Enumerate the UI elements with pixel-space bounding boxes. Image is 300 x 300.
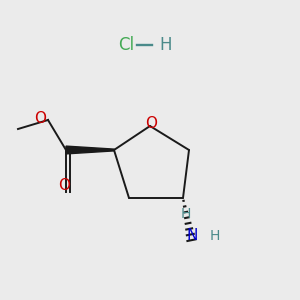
Text: H: H xyxy=(181,206,191,220)
Text: O: O xyxy=(58,178,70,194)
Polygon shape xyxy=(66,146,114,154)
Text: O: O xyxy=(34,111,46,126)
Text: Cl: Cl xyxy=(118,36,134,54)
Text: O: O xyxy=(146,116,158,130)
Text: N: N xyxy=(186,228,198,243)
Text: H: H xyxy=(159,36,172,54)
Text: H: H xyxy=(210,229,220,242)
